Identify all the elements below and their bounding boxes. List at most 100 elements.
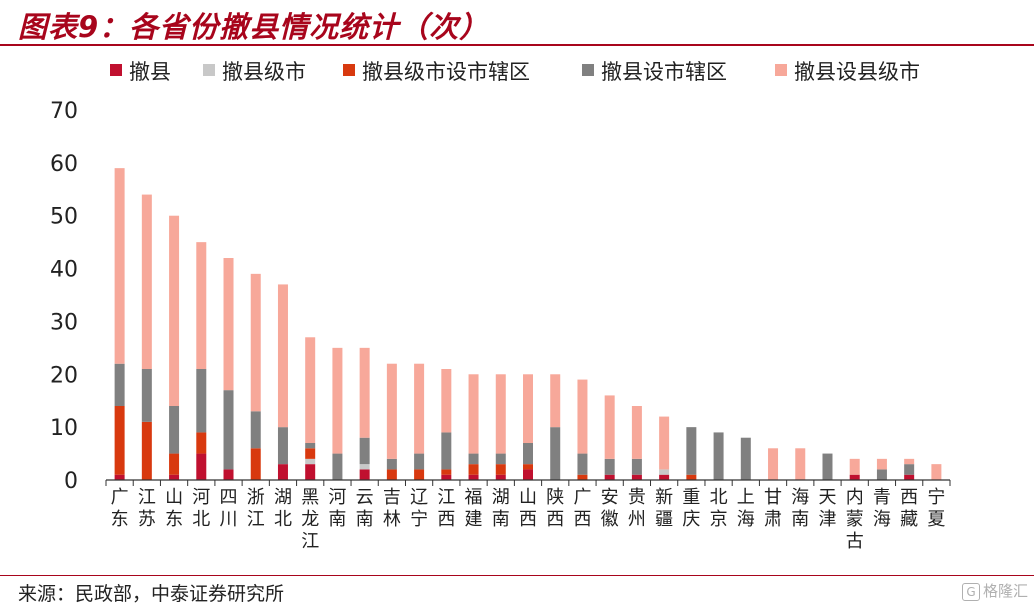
y-tick-label: 20 [50, 363, 78, 388]
bar-segment [468, 374, 479, 454]
bar-segment [904, 474, 915, 480]
bar-segment [904, 464, 915, 475]
y-tick-label: 70 [50, 99, 78, 124]
bar-segment [386, 469, 397, 480]
bar-segment [441, 432, 452, 470]
bar-segment [305, 458, 316, 465]
legend-swatch [343, 64, 355, 76]
bar-segment [250, 273, 261, 412]
bar-segment [386, 458, 397, 470]
bar-segment [386, 363, 397, 459]
x-tick-label: 黑龙江 [301, 487, 319, 552]
bar-segment [604, 395, 615, 459]
x-tick-label: 江西 [437, 487, 455, 530]
x-tick-label: 陕西 [546, 487, 564, 530]
x-tick-label: 河南 [328, 487, 346, 530]
legend-swatch [775, 64, 787, 76]
legend-label: 撤县设县级市 [794, 60, 920, 84]
x-tick-label: 贵州 [628, 487, 646, 530]
x-tick-label: 宁夏 [927, 487, 945, 530]
bar-segment [659, 474, 670, 480]
x-tick-label: 甘肃 [764, 487, 782, 530]
legend-swatch [582, 64, 594, 76]
bar-segment [414, 469, 425, 480]
bar-segment [359, 437, 370, 465]
x-tick-label: 西藏 [900, 487, 918, 530]
bar-segment [822, 453, 833, 480]
bar-segment [114, 168, 125, 364]
bar-segment [550, 427, 561, 480]
bar-segment [931, 464, 942, 480]
x-tick-label: 内蒙古 [846, 487, 864, 552]
bar-segment [468, 474, 479, 480]
y-tick-label: 30 [50, 310, 78, 335]
bar-segment [468, 453, 479, 465]
bar-segment [849, 474, 860, 480]
y-tick-label: 60 [50, 152, 78, 177]
x-tick-label: 广东 [111, 487, 129, 530]
x-tick-label: 北京 [710, 487, 728, 530]
bar-segment [604, 474, 615, 480]
x-tick-label: 山西 [519, 487, 537, 530]
legend-swatch [110, 64, 122, 76]
bar-segment [495, 474, 506, 480]
x-tick-label: 山东 [165, 487, 183, 530]
bar-segment [441, 369, 452, 433]
bar-segment [277, 284, 288, 428]
source-note: 来源：民政部，中泰证券研究所 [18, 583, 285, 605]
bar-segment [523, 469, 533, 480]
bar-segment [141, 194, 152, 369]
title-divider [0, 44, 1034, 46]
bar-segment [876, 458, 887, 470]
chart-title: 图表9：各省份撤县情况统计（次） [18, 10, 490, 44]
bar-segment [631, 406, 642, 459]
x-tick-label: 天津 [818, 487, 836, 530]
bar-segment [577, 379, 588, 454]
bar-segment [196, 369, 207, 433]
x-tick-label: 湖北 [274, 487, 292, 530]
bar-segment [686, 474, 697, 480]
bar-segment [277, 427, 288, 465]
footer-divider [0, 575, 1034, 576]
bar-segment [713, 432, 724, 480]
bar-segment [277, 464, 288, 480]
bar-plot [114, 168, 942, 480]
bar-segment [332, 347, 343, 454]
bar-segment [849, 458, 860, 475]
bar-segment [659, 416, 670, 470]
bar-segment [332, 453, 343, 480]
x-tick-label: 海南 [791, 487, 809, 530]
watermark: G 格隆汇 [961, 580, 1028, 601]
bar-segment [305, 464, 316, 480]
bar-segment [169, 453, 180, 475]
bar-segment [631, 474, 642, 480]
bar-segment [441, 469, 452, 475]
y-tick-label: 50 [50, 205, 78, 230]
bar-segment [495, 453, 506, 465]
bar-segment [223, 390, 234, 470]
x-tick-label: 辽宁 [410, 487, 428, 530]
x-tick-label: 重庆 [682, 487, 700, 530]
bar-segment [577, 453, 588, 475]
y-tick-label: 40 [50, 258, 78, 283]
y-axis: 0 10 20 30 40 50 60 70 [50, 99, 78, 494]
x-tick-label: 云南 [356, 487, 374, 530]
x-tick-label: 福建 [465, 487, 483, 530]
bar-segment [223, 258, 234, 391]
bar-segment [414, 453, 425, 470]
x-tick-label: 浙江 [247, 487, 265, 530]
bar-segment [495, 464, 506, 475]
bar-segment [768, 448, 779, 480]
bar-segment [659, 469, 670, 475]
legend-label: 撤县级市设市辖区 [362, 60, 530, 84]
bar-segment [495, 374, 506, 454]
bar-segment [250, 448, 261, 480]
bar-segment [169, 474, 180, 480]
bar-segment [795, 448, 806, 480]
legend-label: 撤县级市 [222, 60, 306, 84]
bar-segment [169, 215, 180, 406]
bar-segment [686, 427, 697, 475]
bar-segment [196, 242, 207, 369]
bar-segment [196, 453, 207, 480]
bar-segment [550, 374, 561, 428]
